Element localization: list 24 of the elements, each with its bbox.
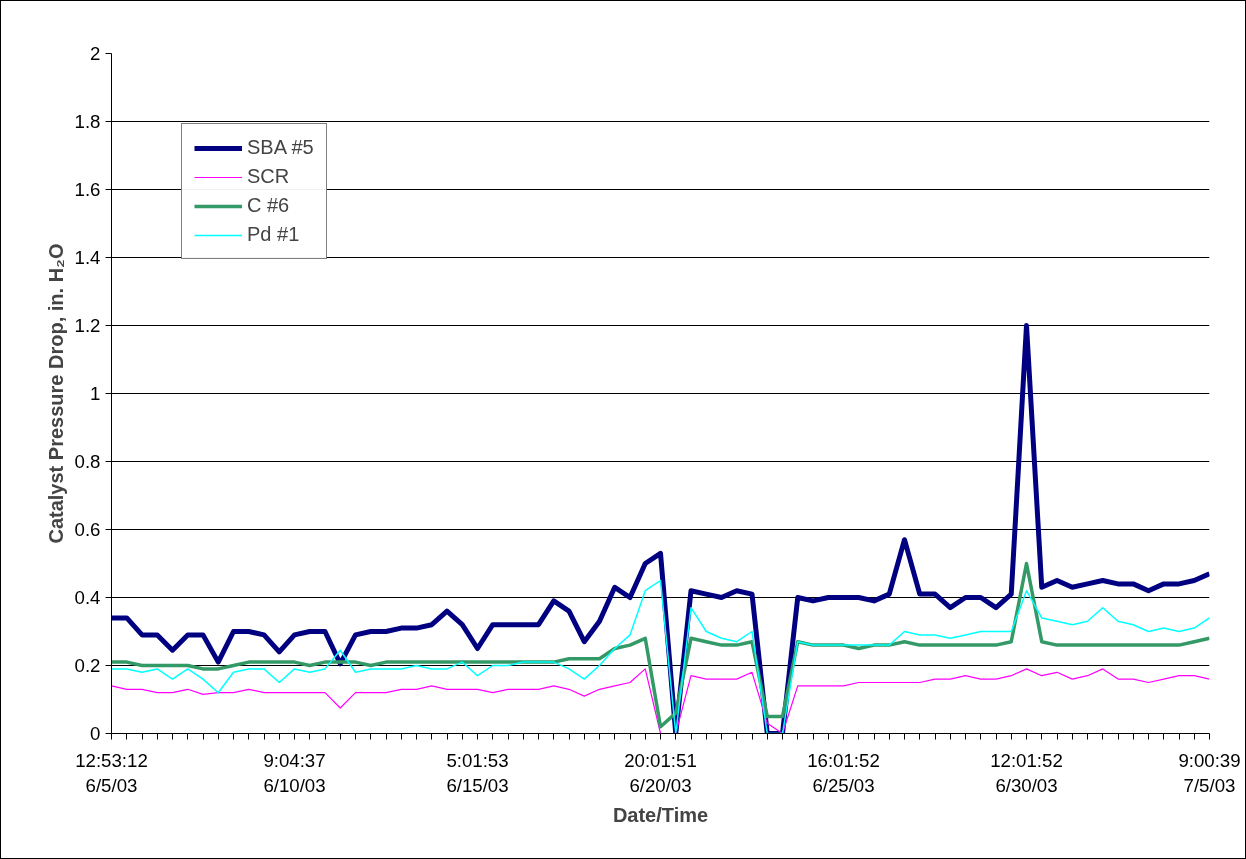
- y-tick-label: 1.6: [74, 179, 101, 200]
- x-tick-label: 12:53:12 6/5/03: [75, 749, 148, 796]
- x-axis-title: Date/Time: [612, 803, 709, 826]
- y-tick-label: 0.4: [74, 587, 101, 608]
- y-tick-label: 1.8: [74, 111, 101, 132]
- y-tick-label: 0.2: [74, 655, 101, 676]
- y-tick-label: 0.6: [74, 519, 101, 540]
- legend-label: C #6: [247, 194, 290, 217]
- y-tick-label: 2: [90, 43, 101, 64]
- legend-label: SCR: [247, 165, 290, 188]
- legend-label: SBA #5: [247, 136, 314, 159]
- x-tick-label: 5:01:53 6/15/03: [446, 749, 509, 796]
- y-tick-label: 0.8: [74, 451, 101, 472]
- y-axis-title: Catalyst Pressure Drop, in. H₂O: [44, 243, 67, 544]
- y-tick-label: 0: [90, 723, 101, 744]
- x-tick-label: 12:01:52 6/30/03: [990, 749, 1063, 796]
- legend-label: Pd #1: [247, 223, 300, 246]
- y-tick-label: 1: [90, 383, 101, 404]
- y-tick-label: 1.4: [74, 247, 101, 268]
- x-tick-label: 20:01:51 6/20/03: [624, 749, 697, 796]
- x-tick-label: 9:00:39 7/5/03: [1178, 749, 1241, 796]
- y-tick-label: 1.2: [74, 315, 101, 336]
- x-tick-label: 16:01:52 6/25/03: [807, 749, 880, 796]
- x-tick-label: 9:04:37 6/10/03: [263, 749, 326, 796]
